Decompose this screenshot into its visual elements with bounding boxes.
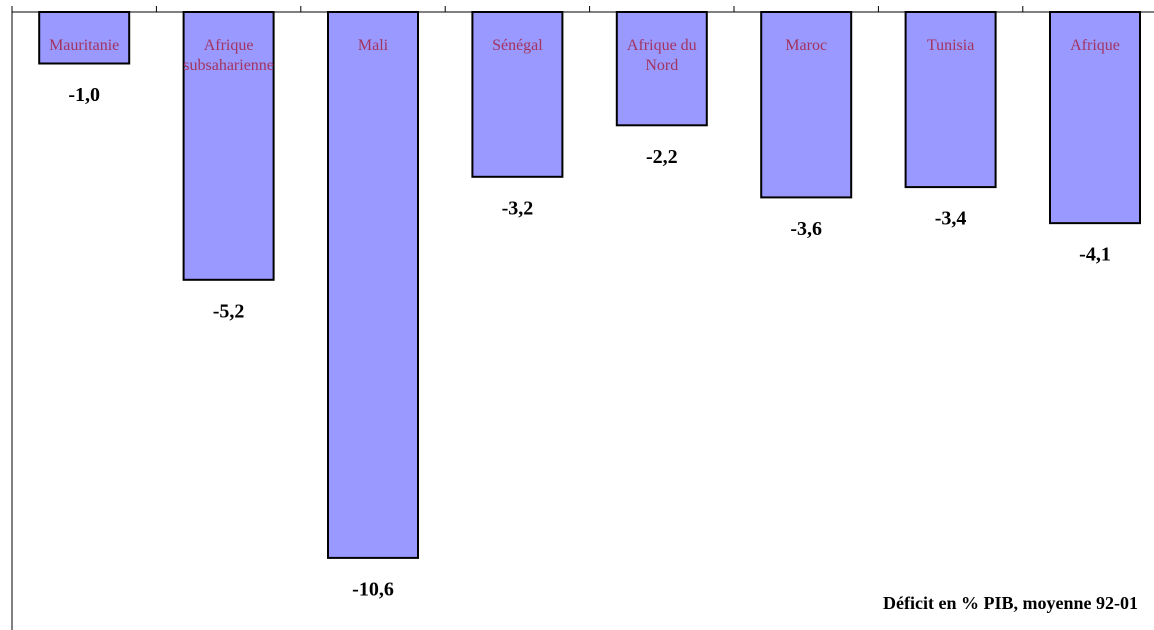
data-label: -4,1 [1079,244,1111,266]
annotation: Déficit en % PIB, moyenne 92-01 [883,593,1138,613]
bar [471,11,564,178]
bar [182,11,275,281]
data-label: -3,4 [935,208,967,230]
bar [327,11,419,559]
category-label: Tunisia [926,37,975,54]
category-label: Mauritanie [49,37,120,54]
category-label: Sénégal [492,37,543,54]
bar [615,11,708,127]
category-label: Afrique du Nord [626,37,697,74]
data-label: -5,2 [213,300,245,322]
category-label: Mali [357,37,389,54]
data-label: -10,6 [352,578,394,600]
data-label: -1,0 [68,84,100,106]
bar [1049,11,1141,225]
category-label: Afrique [1070,37,1120,54]
category-label: Maroc [785,37,828,54]
category-label: Afrique subsaharienne [183,37,274,74]
data-label: -3,6 [790,218,822,240]
data-label: -2,2 [646,146,678,168]
bar [38,11,131,65]
data-label: -3,2 [502,197,534,219]
bar [904,11,997,189]
